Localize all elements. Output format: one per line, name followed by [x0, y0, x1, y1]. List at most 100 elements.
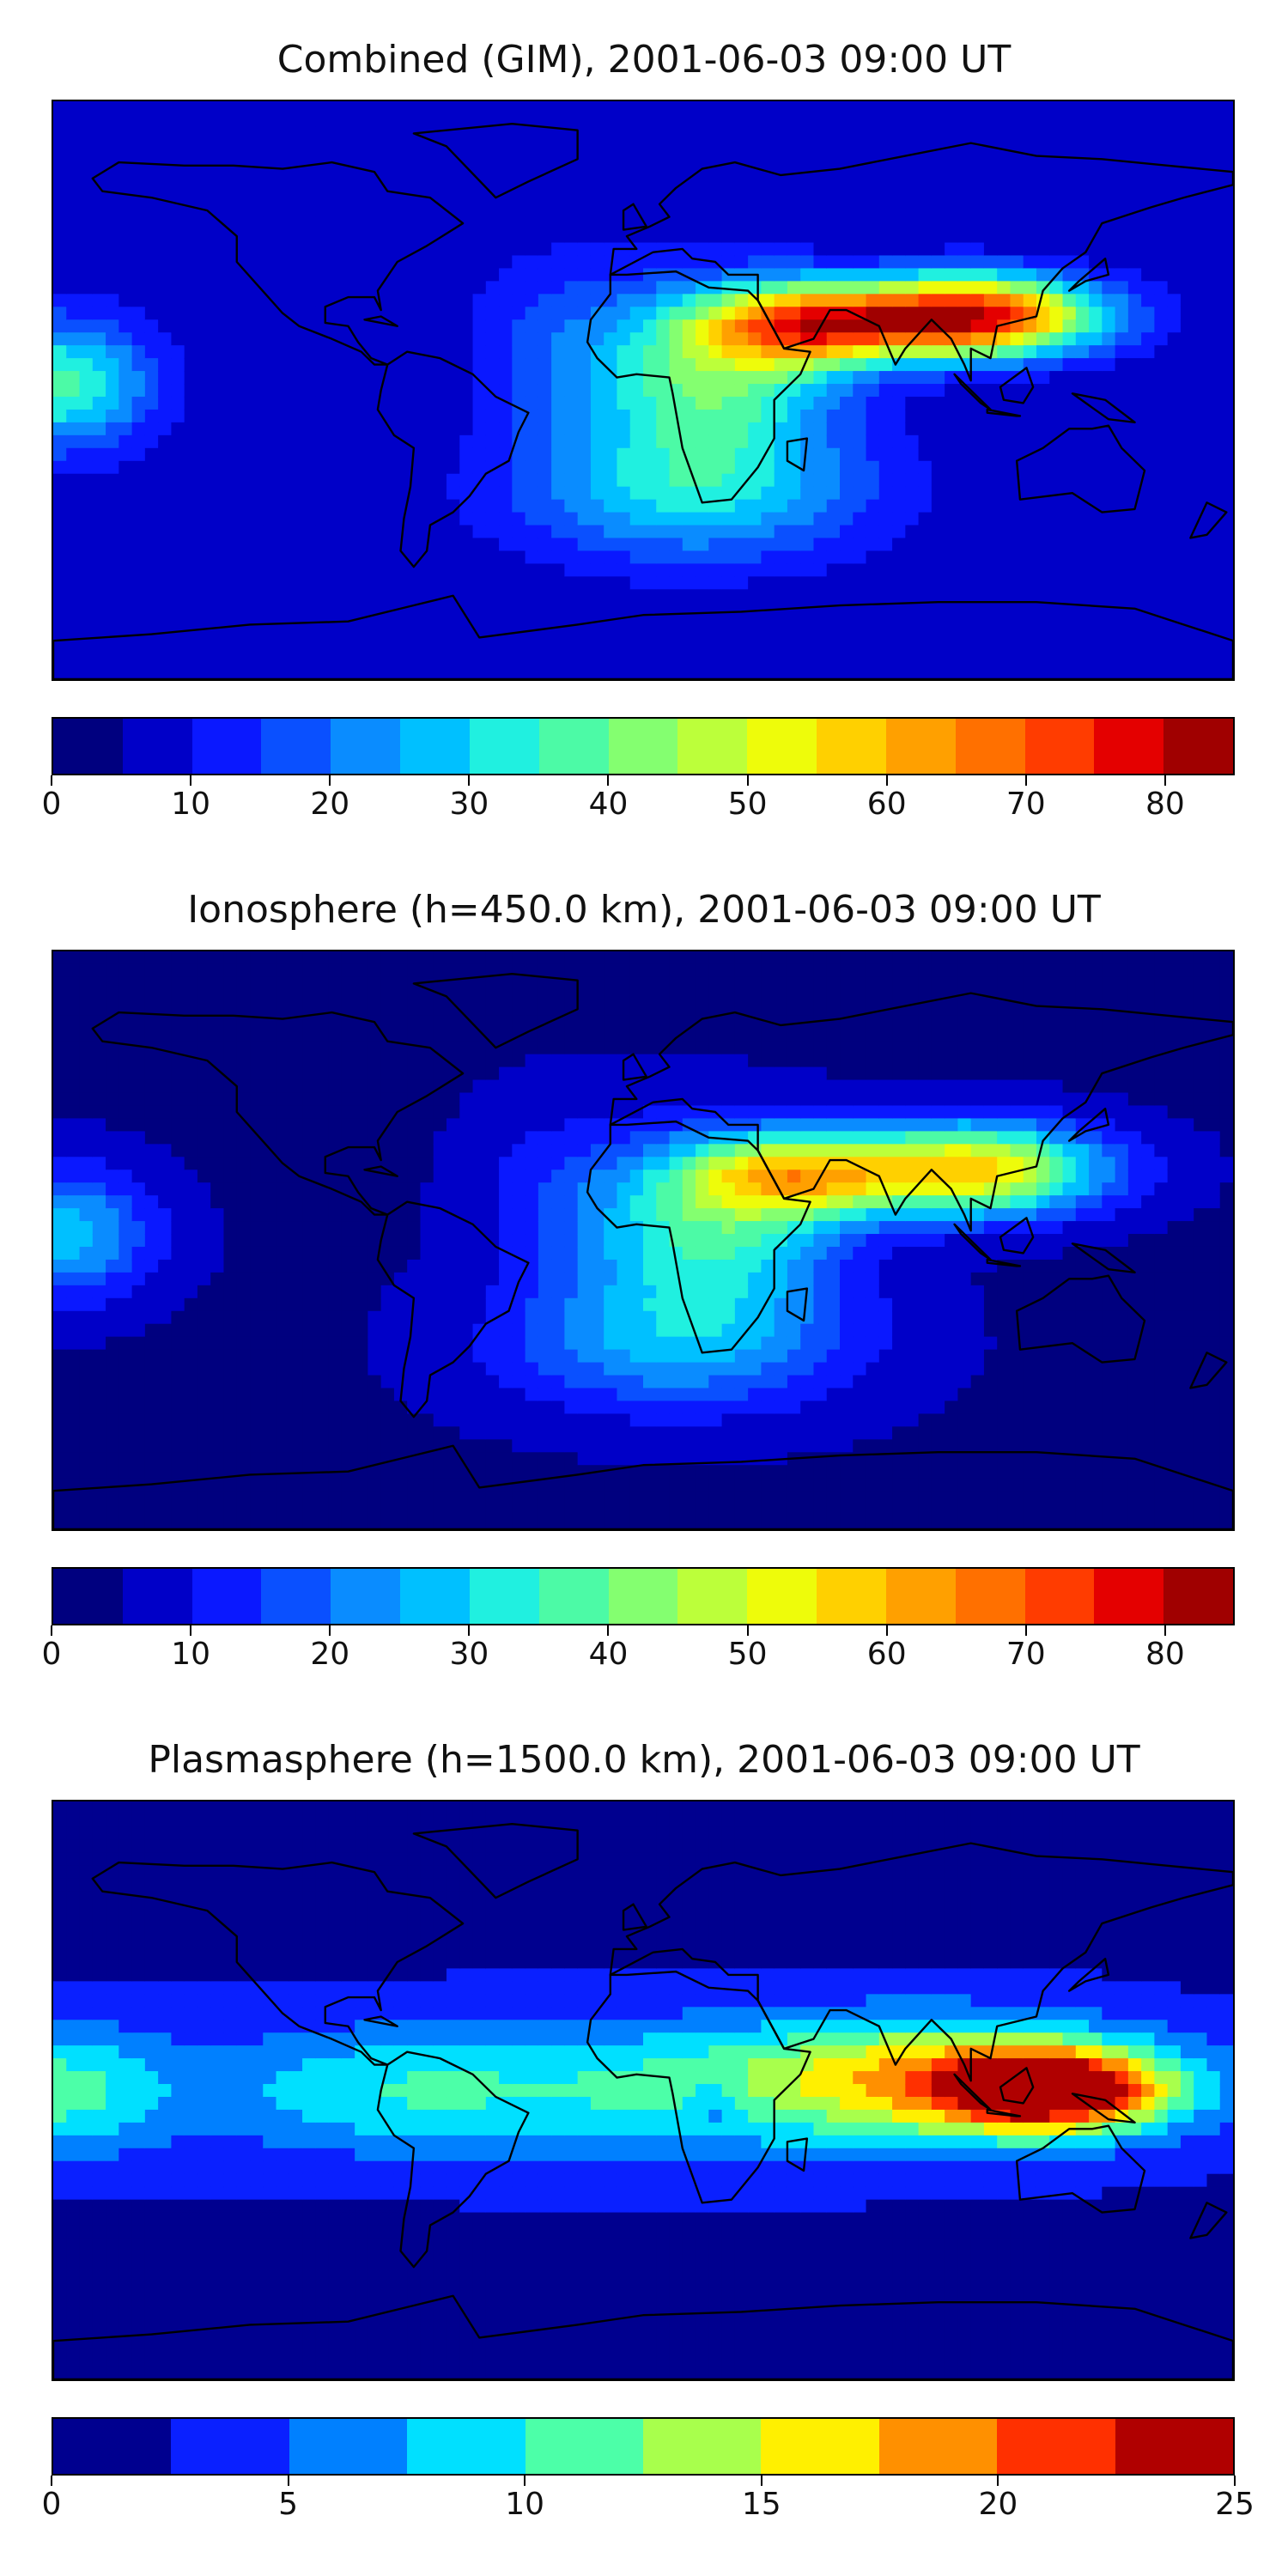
tec-cell	[223, 127, 237, 141]
tec-cell	[53, 1144, 67, 1157]
tec-cell	[905, 179, 919, 192]
tec-cell	[210, 1182, 224, 1196]
tec-cell	[1076, 589, 1090, 603]
tec-cell	[879, 179, 893, 192]
tec-cell	[197, 384, 211, 398]
tec-cell	[866, 204, 880, 218]
tec-cell	[1115, 345, 1129, 359]
tec-cell	[158, 384, 172, 398]
tec-cell	[800, 153, 814, 167]
tec-cell	[984, 294, 998, 307]
tec-cell	[984, 243, 998, 257]
tec-cell	[1089, 358, 1103, 372]
tec-cell	[564, 358, 578, 372]
tec-cell	[355, 513, 368, 526]
tec-cell	[957, 140, 971, 154]
tec-cell	[276, 1234, 290, 1248]
tec-cell	[118, 513, 132, 526]
tec-cell	[118, 1285, 132, 1299]
tec-cell	[1220, 217, 1233, 231]
tec-cell	[132, 550, 146, 564]
tec-cell	[342, 513, 355, 526]
tec-cell	[1063, 127, 1077, 141]
tec-cell	[289, 1195, 303, 1209]
tec-cell	[1128, 281, 1142, 295]
tec-cell	[106, 461, 119, 475]
tec-cell	[1049, 461, 1063, 475]
tec-cell	[761, 243, 775, 257]
tec-cell	[1036, 384, 1050, 398]
tec-cell	[53, 371, 67, 385]
tec-cell	[512, 268, 526, 282]
tec-cell	[355, 281, 368, 295]
tec-cell	[171, 538, 185, 551]
tec-cell	[145, 204, 159, 218]
tec-cell	[329, 513, 343, 526]
tec-cell	[1102, 101, 1115, 115]
tec-cell	[289, 1324, 303, 1338]
tec-cell	[145, 1144, 159, 1157]
tec-cell	[617, 397, 630, 410]
tec-cell	[145, 1208, 159, 1222]
tec-cell	[800, 526, 814, 539]
tec-cell	[185, 179, 198, 192]
tec-cell	[197, 191, 211, 205]
tec-cell	[538, 127, 552, 141]
tec-cell	[106, 127, 119, 141]
tec-cell	[93, 550, 106, 564]
tec-cell	[1128, 641, 1142, 654]
tec-cell	[289, 1516, 303, 1529]
tec-cell	[1141, 576, 1155, 590]
tec-cell	[407, 435, 421, 449]
tec-cell	[1076, 307, 1090, 320]
tec-cell	[945, 474, 958, 488]
tec-cell	[118, 1491, 132, 1504]
tec-cell	[932, 653, 945, 667]
tec-cell	[1063, 345, 1077, 359]
tec-cell	[840, 127, 854, 141]
tec-cell	[813, 653, 827, 667]
tec-cell	[866, 114, 880, 128]
tec-cell	[315, 666, 329, 679]
tec-cell	[118, 1157, 132, 1170]
tec-cell	[722, 602, 736, 616]
tec-cell	[1024, 513, 1037, 526]
tec-cell	[223, 101, 237, 115]
tec-cell	[905, 615, 919, 629]
tec-cell	[919, 615, 933, 629]
tec-cell	[564, 166, 578, 179]
tec-cell	[984, 641, 998, 654]
tec-cell	[486, 268, 500, 282]
tec-cell	[276, 332, 290, 346]
tec-cell	[289, 358, 303, 372]
tec-cell	[696, 435, 709, 449]
tec-cell	[250, 1260, 264, 1273]
tec-cell	[630, 384, 644, 398]
tec-cell	[735, 191, 749, 205]
tec-cell	[407, 371, 421, 385]
tec-cell	[302, 371, 316, 385]
tec-cell	[66, 666, 80, 679]
tec-cell	[197, 1234, 211, 1248]
tec-cell	[223, 1029, 237, 1042]
tec-cell	[302, 166, 316, 179]
tec-cell	[210, 448, 224, 462]
tec-cell	[971, 641, 985, 654]
tec-cell	[617, 319, 630, 333]
tec-cell	[276, 1093, 290, 1107]
tec-cell	[538, 140, 552, 154]
tec-cell	[158, 319, 172, 333]
tec-cell	[80, 1439, 94, 1453]
tec-cell	[670, 332, 683, 346]
tec-cell	[617, 140, 630, 154]
tec-cell	[66, 114, 80, 128]
tec-cell	[1181, 602, 1194, 616]
tec-cell	[1141, 538, 1155, 551]
tec-cell	[827, 563, 841, 577]
tec-cell	[329, 166, 343, 179]
tec-cell	[302, 1131, 316, 1145]
tec-cell	[957, 410, 971, 423]
tec-cell	[289, 1465, 303, 1479]
tec-cell	[512, 230, 526, 244]
tec-cell	[813, 487, 827, 501]
